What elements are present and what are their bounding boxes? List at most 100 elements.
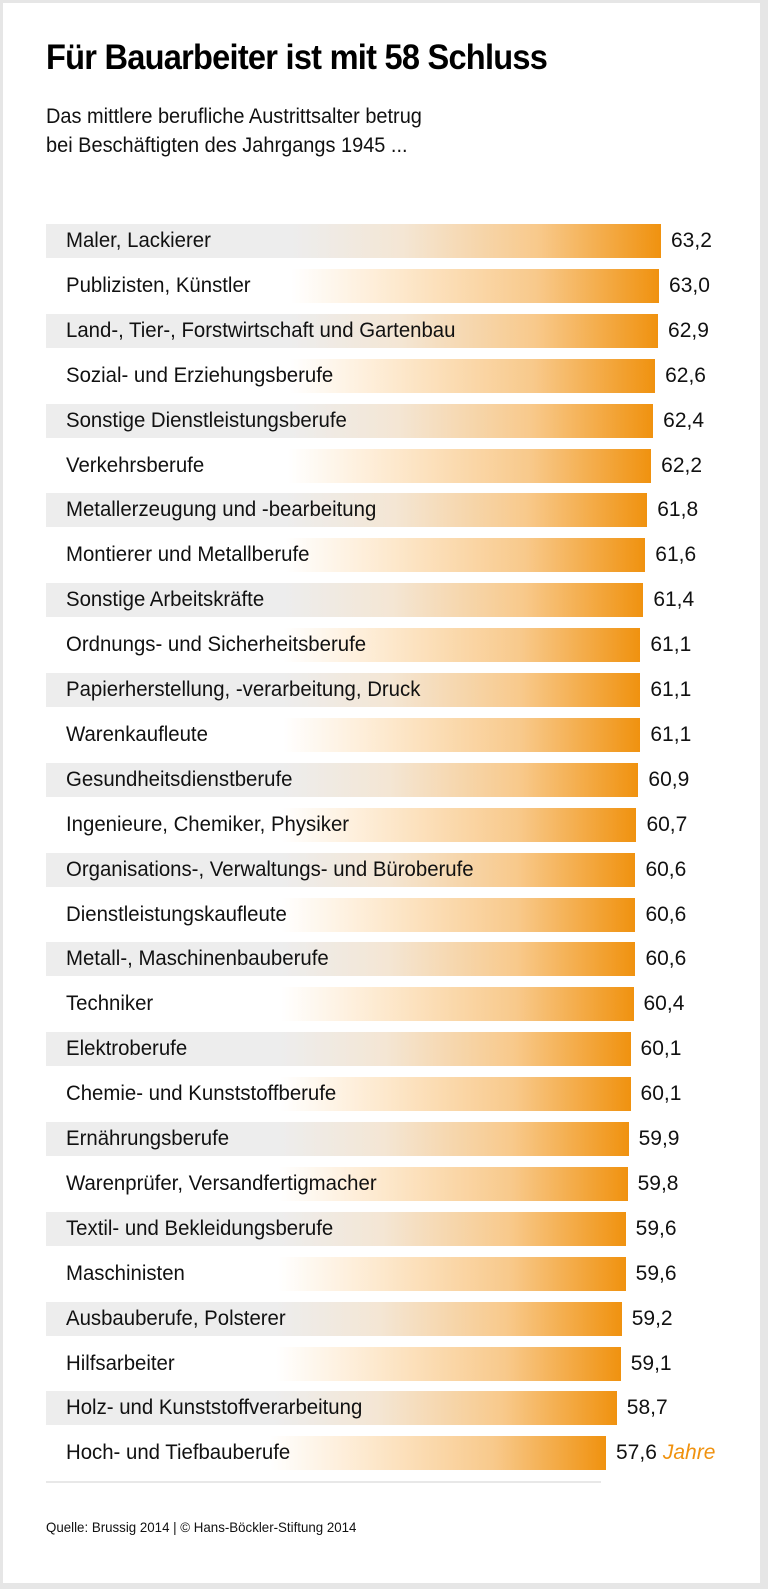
bar <box>46 358 656 393</box>
value-label: 62,6 <box>665 359 706 393</box>
category-label: Elektroberufe <box>66 1037 188 1061</box>
value-number: 59,1 <box>630 1351 672 1375</box>
bar <box>46 1346 621 1381</box>
value-label: 59,6 <box>636 1257 677 1291</box>
bar <box>46 1301 622 1336</box>
value-label: 62,9 <box>668 314 709 348</box>
bar <box>46 717 641 752</box>
bar <box>46 987 634 1022</box>
value-label: 60,7 <box>646 808 687 842</box>
value-label: 59,2 <box>632 1302 673 1336</box>
bar <box>46 1166 628 1201</box>
value-number: 60,9 <box>648 767 690 791</box>
category-label: Maler, Lackierer <box>66 229 211 252</box>
bar <box>46 224 661 258</box>
value-number: 63,2 <box>671 229 712 252</box>
value-number: 62,9 <box>668 318 709 342</box>
category-label: Techniker <box>66 992 154 1016</box>
value-label: 58,7 <box>627 1391 668 1425</box>
category-label: Ingenieure, Chemiker, Physiker <box>66 812 350 836</box>
value-number: 60,6 <box>645 857 687 881</box>
category-label: Papierherstellung, -verarbeitung, Druck <box>66 678 421 701</box>
value-number: 62,6 <box>665 363 706 387</box>
value-number: 61,1 <box>650 722 692 746</box>
bar <box>46 538 646 573</box>
value-label: 57,6 Jahre <box>616 1436 715 1470</box>
value-number: 62,2 <box>661 453 703 477</box>
chart-title: Für Bauarbeiter ist mit 58 Schluss <box>46 38 548 77</box>
value-label: 60,4 <box>644 987 685 1021</box>
chart-subtitle: Das mittlere berufliche Austrittsalter b… <box>46 102 422 160</box>
value-number: 59,2 <box>631 1306 673 1330</box>
value-number: 57,6 <box>616 1441 657 1465</box>
value-number: 59,9 <box>638 1127 680 1150</box>
value-label: 59,6 <box>636 1212 677 1246</box>
value-label: 60,6 <box>645 898 686 932</box>
category-label: Ernährungsberufe <box>66 1127 230 1150</box>
bar <box>46 1032 631 1067</box>
chart-baseline <box>46 1481 601 1483</box>
bar <box>46 403 654 438</box>
value-label: 61,1 <box>650 628 691 662</box>
subtitle-line-2: bei Beschäftigten des Jahrgangs 1945 ... <box>46 134 408 157</box>
value-number: 61,8 <box>657 498 699 522</box>
value-number: 60,6 <box>645 902 687 926</box>
value-number: 59,6 <box>635 1216 677 1240</box>
category-label: Maschinisten <box>66 1261 185 1285</box>
value-number: 60,6 <box>645 947 687 971</box>
bar <box>46 313 659 348</box>
value-label: 62,4 <box>663 404 704 438</box>
category-label: Warenprüfer, Versandfertigmacher <box>66 1171 377 1195</box>
value-label: 61,1 <box>650 718 691 752</box>
value-label: 62,2 <box>661 449 702 483</box>
bar <box>46 583 644 618</box>
value-label: 61,8 <box>657 493 698 527</box>
value-number: 59,8 <box>637 1171 679 1195</box>
bar <box>46 762 639 797</box>
value-number: 61,6 <box>655 543 697 567</box>
category-label: Hilfsarbeiter <box>66 1351 175 1375</box>
category-label: Ausbauberufe, Polsterer <box>66 1306 286 1330</box>
bar <box>46 628 641 663</box>
value-label: 59,8 <box>638 1167 679 1201</box>
category-label: Sonstige Arbeitskräfte <box>66 588 265 612</box>
value-number: 60,1 <box>640 1082 682 1106</box>
category-label: Gesundheitsdienstberufe <box>66 767 293 791</box>
value-number: 62,4 <box>663 408 705 432</box>
bar <box>46 673 641 707</box>
category-label: Textil- und Bekleidungsberufe <box>66 1216 334 1240</box>
category-label: Sozial- und Erziehungsberufe <box>66 363 334 387</box>
bar <box>46 1256 626 1291</box>
bar <box>46 1391 617 1426</box>
value-label: 60,1 <box>641 1077 682 1111</box>
bar <box>46 493 648 528</box>
bar <box>46 1436 606 1471</box>
value-number: 60,7 <box>646 812 688 836</box>
category-label: Sonstige Dienstleistungsberufe <box>66 408 347 432</box>
category-label: Dienstleistungskaufleute <box>66 902 287 926</box>
category-label: Holz- und Kunststoffverarbeitung <box>66 1396 363 1420</box>
value-label: 60,6 <box>645 942 686 976</box>
value-label: 60,1 <box>641 1032 682 1066</box>
value-label: 59,1 <box>631 1347 672 1381</box>
category-label: Chemie- und Kunststoffberufe <box>66 1082 337 1106</box>
value-number: 61,1 <box>650 678 692 701</box>
bar <box>46 1077 631 1112</box>
category-label: Verkehrsberufe <box>66 453 205 477</box>
bar <box>46 942 636 977</box>
source-note: Quelle: Brussig 2014 | © Hans-Böckler-St… <box>46 1519 357 1535</box>
value-number: 63,0 <box>669 273 710 297</box>
category-label: Metall-, Maschinenbauberufe <box>66 947 329 971</box>
bar <box>46 1122 629 1156</box>
value-number: 60,4 <box>643 992 685 1016</box>
bar <box>46 1211 626 1246</box>
value-label: 59,9 <box>639 1122 680 1156</box>
value-label: 60,6 <box>645 853 686 887</box>
category-label: Hoch- und Tiefbauberufe <box>66 1441 291 1465</box>
unit-label: Jahre <box>662 1441 716 1465</box>
category-label: Ordnungs- und Sicherheitsberufe <box>66 633 367 657</box>
bar <box>46 268 660 303</box>
value-label: 61,1 <box>650 673 691 707</box>
value-number: 58,7 <box>626 1396 668 1420</box>
value-label: 61,6 <box>655 538 696 572</box>
